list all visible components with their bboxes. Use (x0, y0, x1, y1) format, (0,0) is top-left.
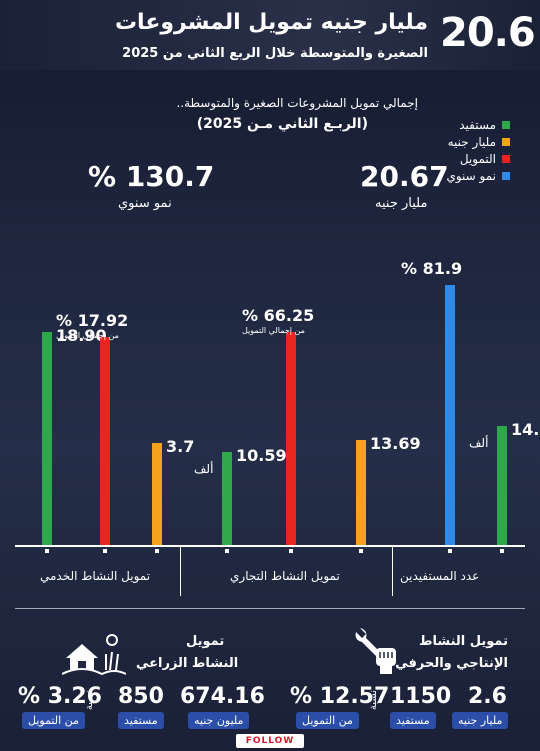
agri-stat-label: مستفيد (118, 712, 164, 729)
legend-swatch (502, 121, 510, 129)
legend-item: التمويل (460, 152, 510, 166)
bar-value-label: 66.25 % (242, 306, 315, 325)
bar-مستفيد (222, 452, 232, 545)
baseline-marker (448, 549, 452, 553)
legend-swatch (502, 138, 510, 146)
bar-مستفيد (42, 332, 52, 545)
agri-stat-value: 674.16 (180, 684, 265, 709)
legend-label: التمويل (459, 152, 496, 166)
baseline-marker (500, 549, 504, 553)
bar-value-label: 10.59 (236, 446, 287, 465)
production-title-line1: تمويل النشاط (418, 634, 508, 649)
brand-logo: FOLLOW (236, 734, 304, 748)
bar-note: ألف (469, 436, 489, 450)
chart-heading-line1: إجمالي تمويل المشروعات الصغيرة والمتوسطة… (176, 96, 418, 110)
bar-value-label: 14.5 (511, 420, 540, 439)
production-stat-value: 12.57 % (290, 684, 390, 709)
agri-title-line1: تمويل (186, 634, 225, 649)
legend-label: نمو سنوي (446, 169, 496, 183)
bar-مستفيد (497, 426, 507, 545)
baseline-marker (103, 549, 107, 553)
agri-stat-label: من التمويل (22, 712, 85, 729)
baseline-marker (45, 549, 49, 553)
group-divider (392, 546, 393, 596)
chart-heading-line2: (الربـع الثاني مـن 2025) (196, 116, 368, 132)
group-divider (180, 546, 181, 596)
legend-item: مليار جنيه (448, 135, 510, 149)
agri-stat-value: 850 (118, 684, 164, 709)
section-separator (15, 608, 525, 609)
summary-growth-value: 130.7 % (88, 160, 215, 193)
legend-swatch (502, 172, 510, 180)
category-label: تمويل النشاط التجاري (230, 569, 340, 583)
bar-note: من إجمالي التمويل (242, 326, 305, 335)
bar-value-label: 18.90 (56, 326, 107, 345)
baseline-marker (359, 549, 363, 553)
category-label: تمويل النشاط الخدمي (40, 569, 151, 583)
legend-label: مستفيد (459, 118, 496, 132)
legend-item: نمو سنوي (446, 169, 510, 183)
agri-title-line2: النشاط الزراعي (136, 656, 239, 671)
category-label: عدد المستفيدين (400, 569, 480, 583)
legend-swatch (502, 155, 510, 163)
header-title: مليار جنيه تمويل المشروعات (114, 10, 428, 35)
baseline-marker (155, 549, 159, 553)
brand-logo-text: FOLLOW (245, 736, 295, 746)
bar-value-label: 3.7 (166, 437, 195, 456)
baseline-marker (289, 549, 293, 553)
legend: مستفيد مليار جنيه التمويل نمو سنوي (400, 118, 510, 188)
bar-note: من إجمالي التمويل (56, 331, 119, 340)
header-subtitle: الصغيرة والمتوسطة خلال الربع الثاني من 2… (122, 46, 428, 61)
bar-note: ألف (194, 462, 214, 476)
production-stat-label: مستفيد (390, 712, 436, 729)
header-big-number: 20.6 (440, 10, 536, 56)
summary-total-value: 20.67 (360, 160, 449, 193)
production-stat-label: من التمويل (296, 712, 359, 729)
bar-مليار جنيه (152, 443, 162, 545)
production-stat-value: 1150 (390, 684, 452, 709)
production-title-line2: الإنتاجي والحرفي (395, 656, 508, 671)
legend-label: مليار جنيه (447, 135, 496, 149)
bar-مليار جنيه (356, 440, 366, 545)
production-stat-value: 2.6 (468, 684, 507, 709)
chart-baseline (15, 545, 525, 547)
legend-item: مستفيد (459, 118, 510, 132)
baseline-marker (225, 549, 229, 553)
bar-value-label: 13.69 (370, 434, 421, 453)
bar-chart: 18.90 17.92 % من إجمالي التمويل 3.7 تمويل ال… (0, 259, 540, 600)
agri-stat-value: 3.26 % (18, 684, 102, 709)
summary-growth-label: نمو سنوي (118, 196, 172, 211)
summary-total-label: مليار جنيه (375, 196, 428, 211)
tractor-icon (61, 630, 127, 676)
bar-نمو سنوي (445, 285, 455, 545)
top-decoration (0, 0, 540, 70)
agri-stat-label: مليون جنيه (188, 712, 250, 729)
bar-التمويل (286, 332, 296, 545)
bar-value-label: 81.9 % (401, 259, 463, 278)
bar-value-label: 17.92 % (56, 311, 129, 330)
wrench-fist-icon (352, 622, 404, 674)
bar-التمويل (100, 337, 110, 545)
production-stat-label: مليار جنيه (452, 712, 509, 729)
